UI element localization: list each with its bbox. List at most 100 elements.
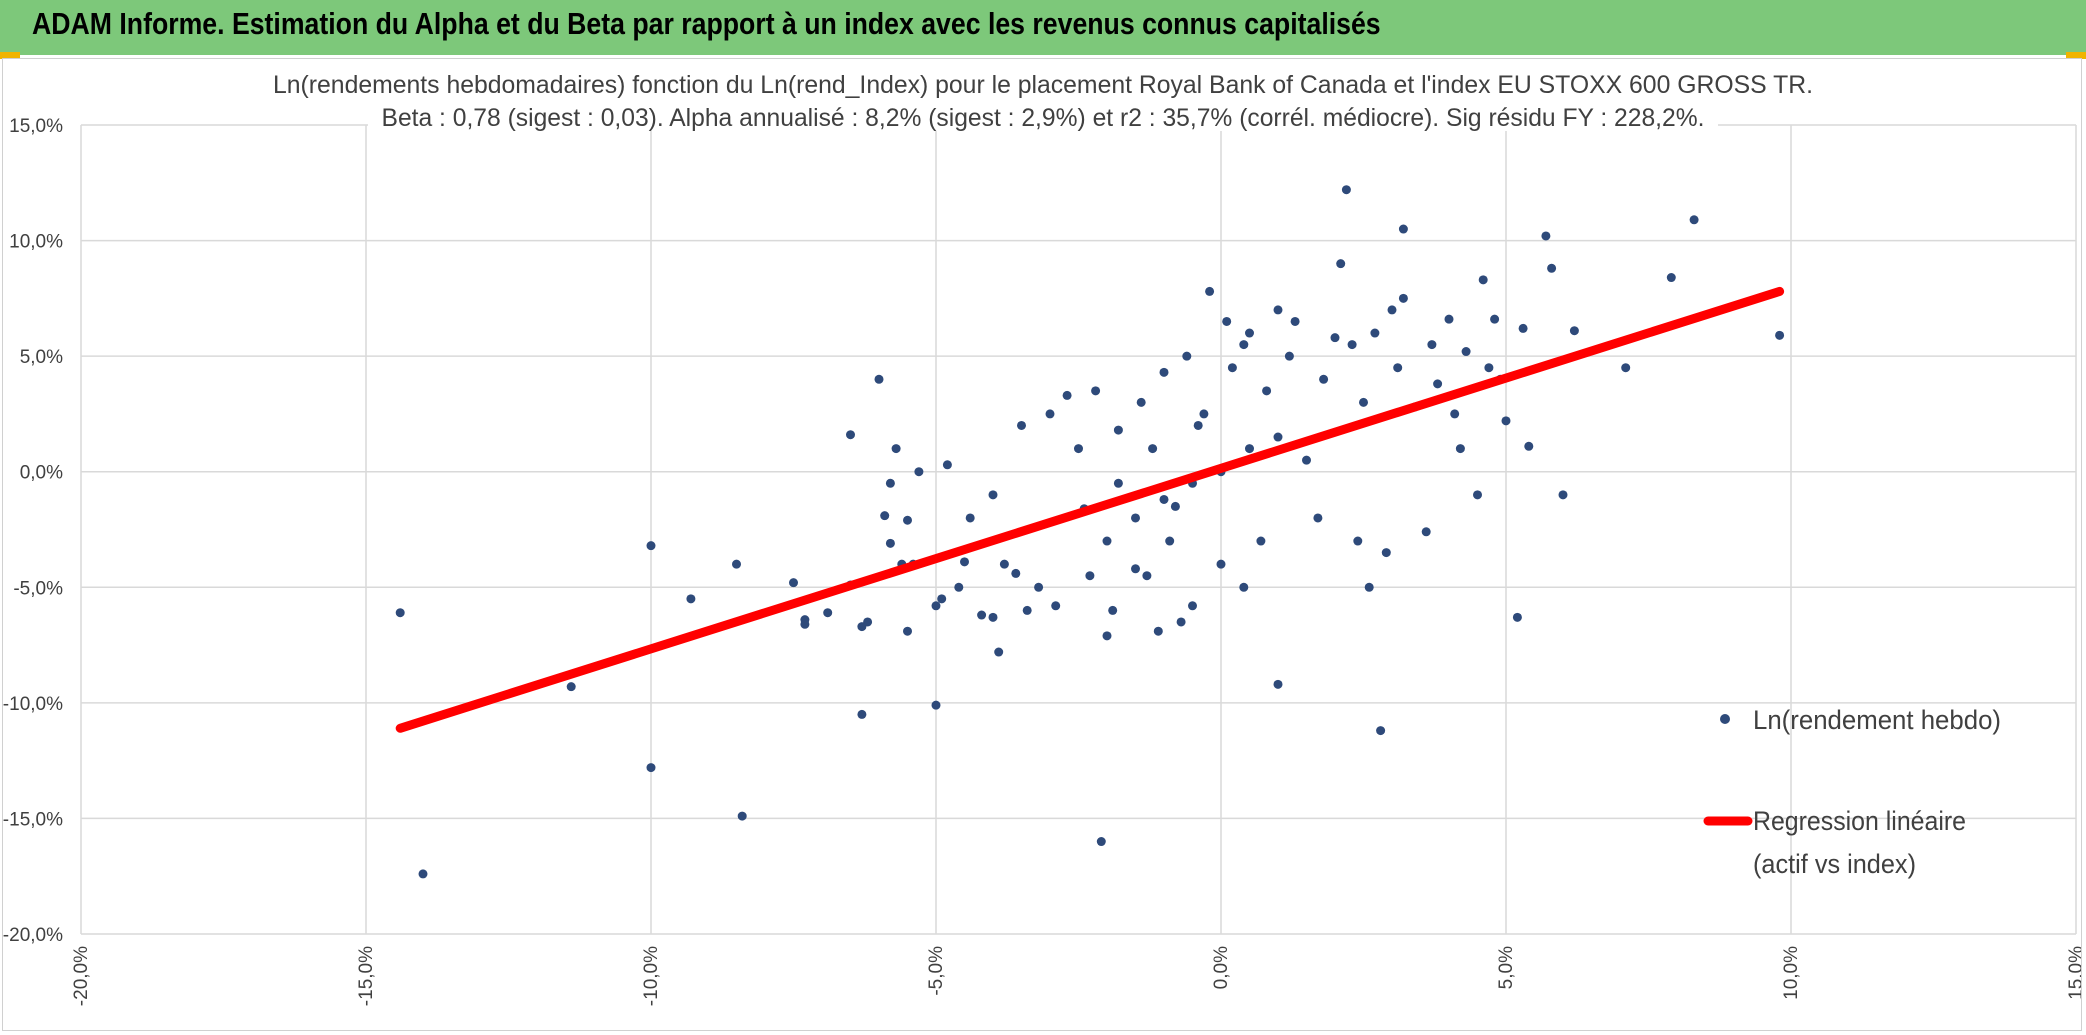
scatter-point [1450, 409, 1460, 419]
scatter-point [1011, 568, 1021, 578]
scatter-point [1302, 455, 1311, 465]
scatter-point [1148, 444, 1158, 454]
corner-marker-left [0, 52, 20, 59]
scatter-point [1239, 582, 1249, 592]
scatter-point [891, 444, 901, 454]
scatter-point [1347, 340, 1357, 350]
scatter-point [1273, 679, 1283, 689]
scatter-point [1398, 293, 1408, 303]
scatter-point [1484, 363, 1494, 373]
scatter-point [1319, 374, 1329, 384]
x-tick-label: 15,0% [2066, 946, 2081, 1000]
x-tick-label: 5,0% [1496, 946, 1517, 989]
scatter-point [1142, 571, 1152, 581]
legend-line-label: Regression linéaire [1753, 806, 1966, 836]
scatter-point [954, 582, 964, 592]
header-bar: ADAM Informe. Estimation du Alpha et du … [0, 0, 2086, 55]
scatter-point [914, 467, 924, 477]
x-tick-label: -15,0% [356, 946, 377, 1006]
scatter-point [1490, 314, 1500, 324]
scatter-point [1051, 601, 1061, 611]
scatter-point [1541, 231, 1551, 241]
x-tick-label: 0,0% [1211, 946, 1232, 989]
scatter-point [1113, 478, 1123, 488]
y-tick-label: -15,0% [3, 809, 63, 830]
scatter-point [1427, 340, 1437, 350]
scatter-point [1381, 548, 1391, 558]
chart-subtitle: Beta : 0,78 (sigest : 0,03). Alpha annua… [382, 104, 1705, 132]
y-tick-label: 5,0% [20, 347, 63, 368]
scatter-point [1062, 390, 1072, 400]
scatter-point [1512, 612, 1522, 622]
y-tick-label: -5,0% [13, 578, 63, 599]
scatter-point [1034, 582, 1044, 592]
scatter-point [1256, 536, 1266, 546]
scatter-point [937, 594, 947, 604]
scatter-point [931, 700, 941, 710]
scatter-point [1518, 323, 1528, 333]
scatter-point [1136, 397, 1146, 407]
scatter-point [874, 374, 884, 384]
scatter-point [1353, 536, 1363, 546]
x-tick-label: -20,0% [71, 946, 92, 1006]
scatter-point [1159, 494, 1169, 504]
chart-area: 15,0% 10,0% 5,0% 0,0% -5,0% -10,0% -15,0% -20,0… [2, 58, 2082, 1031]
scatter-point [1091, 386, 1101, 396]
y-tick-label: -20,0% [3, 925, 63, 946]
scatter-point [846, 430, 855, 440]
scatter-point [988, 490, 998, 500]
scatter-point [1262, 386, 1272, 396]
page-title: ADAM Informe. Estimation du Alpha et du … [32, 6, 1381, 41]
scatter-point [1273, 432, 1283, 442]
scatter-point [1131, 564, 1140, 574]
scatter-point [880, 511, 890, 521]
scatter-point [863, 617, 873, 627]
scatter-point [942, 460, 952, 470]
scatter-point [1359, 397, 1368, 407]
scatter-point [1216, 559, 1226, 569]
scatter-point [1182, 351, 1192, 361]
subtitle-background [368, 99, 1718, 131]
scatter-point [965, 513, 975, 523]
scatter-point [1341, 185, 1351, 195]
regression-line [395, 286, 1785, 733]
y-tick-label: -10,0% [3, 694, 63, 715]
scatter-point [857, 709, 867, 719]
scatter-point [1222, 316, 1232, 326]
scatter-point [800, 619, 810, 629]
scatter-point [885, 538, 895, 548]
scatter-point [732, 559, 741, 569]
y-tick-label: 10,0% [9, 232, 63, 253]
scatter-point [1131, 513, 1140, 523]
scatter-point [1102, 536, 1112, 546]
scatter-point [1393, 363, 1403, 373]
scatter-point [1421, 527, 1431, 537]
scatter-point [1461, 347, 1471, 357]
scatter-point [395, 608, 405, 618]
scatter-point [1176, 617, 1186, 627]
scatter-point [1666, 273, 1676, 283]
scatter-point [1205, 286, 1215, 296]
scatter-point [1085, 571, 1095, 581]
scatter-point [903, 515, 912, 525]
x-tick-label: -10,0% [641, 946, 662, 1006]
scatter-point [1193, 420, 1203, 430]
scatter-point [737, 811, 747, 821]
scatter-point [1170, 501, 1180, 511]
scatter-point [1473, 490, 1482, 500]
scatter-point [1017, 420, 1026, 430]
scatter-point [1330, 333, 1340, 343]
scatter-point [1501, 416, 1511, 426]
scatter-point [1433, 379, 1443, 389]
scatter-point [1096, 837, 1106, 847]
scatter-point [1102, 631, 1112, 641]
scatter-point [1273, 305, 1283, 315]
scatter-point [1455, 444, 1465, 454]
scatter-point [960, 557, 969, 567]
scatter-point [646, 763, 656, 773]
scatter-point [1245, 444, 1254, 454]
scatter-point [1113, 425, 1123, 435]
scatter-point [1621, 363, 1631, 373]
scatter-point [1376, 726, 1386, 736]
x-tick-label: 10,0% [1781, 946, 1802, 1000]
